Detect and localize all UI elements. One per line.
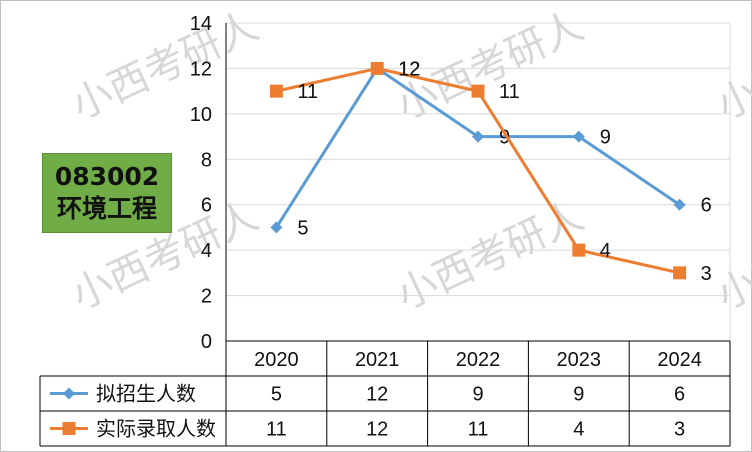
legend-marker bbox=[63, 387, 75, 400]
x-category-label: 2021 bbox=[355, 349, 400, 371]
y-tick-label: 4 bbox=[201, 240, 212, 262]
x-category-label: 2022 bbox=[456, 349, 501, 371]
data-label: 9 bbox=[600, 127, 611, 149]
table-cell-value: 5 bbox=[271, 384, 282, 406]
major-badge: 083002 环境工程 bbox=[42, 153, 172, 233]
watermark-text: 小西考研人 bbox=[65, 3, 266, 129]
data-point-marker bbox=[572, 243, 586, 257]
data-label: 5 bbox=[297, 217, 308, 239]
data-label: 3 bbox=[701, 263, 712, 285]
table-cell-value: 9 bbox=[573, 384, 584, 406]
y-tick-label: 6 bbox=[201, 195, 212, 217]
watermark-text: 小西考研人 bbox=[390, 193, 591, 319]
data-label: 4 bbox=[600, 240, 611, 262]
table-cell-value: 12 bbox=[366, 384, 388, 406]
table-cell-value: 4 bbox=[573, 419, 584, 441]
table-cell-value: 12 bbox=[366, 419, 388, 441]
legend-series-name: 实际录取人数 bbox=[96, 418, 216, 441]
y-tick-label: 2 bbox=[201, 286, 212, 308]
watermark-text: 小西考研人 bbox=[710, 193, 752, 319]
major-name: 环境工程 bbox=[56, 194, 157, 223]
data-label: 11 bbox=[297, 81, 318, 103]
legend-series-name: 拟招生人数 bbox=[96, 383, 196, 406]
x-category-label: 2020 bbox=[254, 349, 299, 371]
x-category-label: 2024 bbox=[657, 349, 702, 371]
watermark-text: 小西考研人 bbox=[710, 3, 752, 129]
x-category-label: 2023 bbox=[557, 349, 602, 371]
data-point-marker bbox=[471, 84, 485, 98]
data-point-marker bbox=[269, 84, 283, 98]
data-point-marker bbox=[572, 130, 585, 143]
data-point-marker bbox=[370, 61, 384, 75]
y-tick-label: 8 bbox=[201, 149, 212, 171]
table-cell-value: 11 bbox=[266, 419, 287, 441]
major-code: 083002 bbox=[54, 162, 160, 191]
data-point-marker bbox=[270, 221, 283, 234]
data-label: 11 bbox=[499, 81, 520, 103]
y-tick-label: 14 bbox=[190, 13, 212, 35]
y-tick-label: 0 bbox=[201, 331, 212, 353]
table-cell-value: 11 bbox=[468, 419, 489, 441]
data-label: 12 bbox=[398, 58, 420, 80]
data-label: 6 bbox=[701, 195, 712, 217]
table-cell-value: 6 bbox=[674, 384, 685, 406]
legend-marker bbox=[62, 422, 76, 435]
table-cell-value: 9 bbox=[472, 384, 483, 406]
y-tick-label: 12 bbox=[190, 58, 212, 80]
data-point-marker bbox=[673, 198, 686, 211]
data-label: 9 bbox=[499, 127, 510, 149]
data-point-marker bbox=[673, 266, 687, 280]
table-cell-value: 3 bbox=[674, 419, 685, 441]
y-tick-label: 10 bbox=[190, 104, 212, 126]
data-point-marker bbox=[472, 130, 484, 143]
